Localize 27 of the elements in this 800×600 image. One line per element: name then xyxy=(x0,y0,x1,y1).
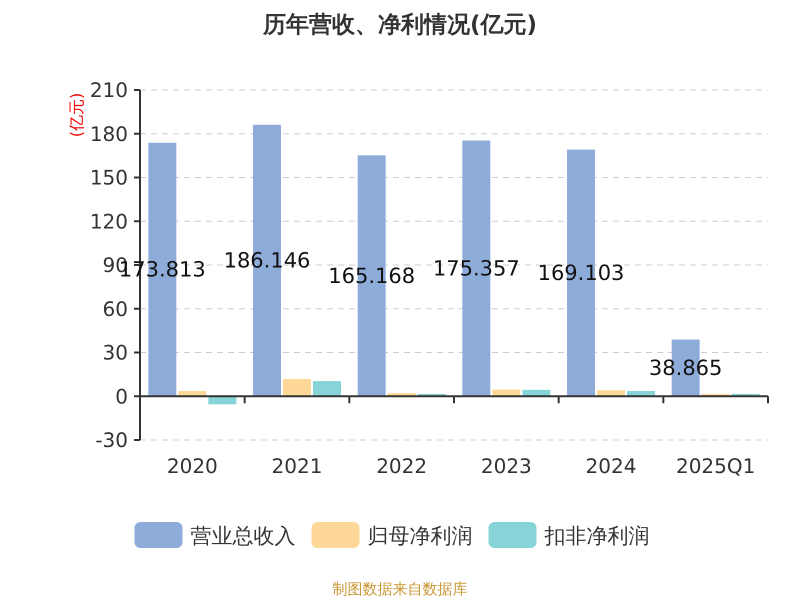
y-tick-label: 60 xyxy=(102,296,128,321)
legend-label: 扣非净利润 xyxy=(544,524,650,548)
x-tick-label: 2022 xyxy=(376,454,428,478)
bar xyxy=(313,381,341,396)
x-tick-label: 2025Q1 xyxy=(676,454,756,478)
data-label: 165.168 xyxy=(328,264,416,288)
legend-label: 营业总收入 xyxy=(190,524,296,548)
bar xyxy=(283,379,311,396)
chart-title: 历年营收、净利情况(亿元) xyxy=(262,12,538,38)
y-tick-label: 30 xyxy=(102,340,128,364)
legend-label: 归母净利润 xyxy=(368,524,472,548)
data-label: 169.103 xyxy=(538,260,624,285)
x-tick-label: 2021 xyxy=(272,454,322,478)
data-label: 38.865 xyxy=(648,356,722,380)
y-axis-title: (亿元) xyxy=(67,92,86,138)
y-tick-label: 150 xyxy=(90,166,128,190)
x-tick-label: 2023 xyxy=(480,454,532,478)
x-tick-label: 2020 xyxy=(166,454,218,478)
data-label: 186.146 xyxy=(224,248,310,273)
text: 制图数据来自数据库 xyxy=(332,580,468,598)
y-tick-label: -30 xyxy=(95,428,128,452)
y-tick-label: 180 xyxy=(90,122,128,146)
data-label: 175.357 xyxy=(432,256,520,280)
y-tick-label: 210 xyxy=(90,78,128,102)
x-tick-label: 2024 xyxy=(586,454,636,478)
y-tick-label: 0 xyxy=(115,384,128,408)
y-tick-label: 120 xyxy=(90,209,128,234)
